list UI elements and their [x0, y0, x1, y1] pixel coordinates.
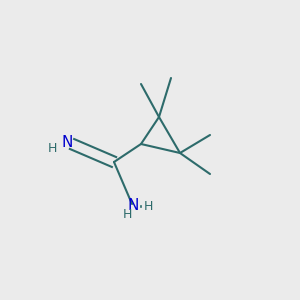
Text: H: H: [48, 142, 57, 155]
Text: H: H: [144, 200, 153, 214]
Text: N: N: [62, 135, 73, 150]
Text: N: N: [128, 198, 139, 213]
Text: H: H: [123, 208, 132, 221]
